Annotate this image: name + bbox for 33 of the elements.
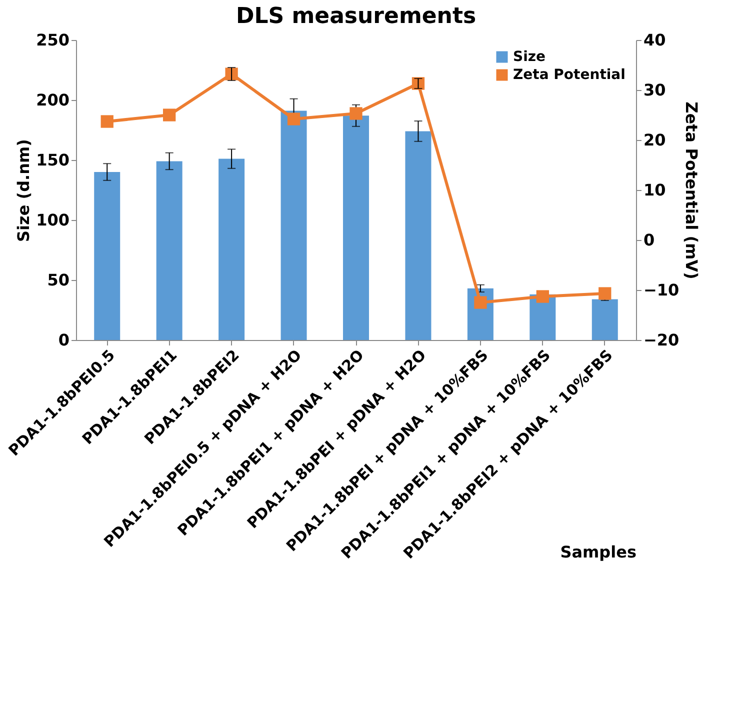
y2-tick-label: −10: [644, 280, 680, 300]
bar: [280, 110, 307, 340]
y-tick-label: 50: [47, 270, 70, 290]
y2-tick-label: 0: [644, 230, 655, 250]
point: [287, 112, 300, 126]
bar: [405, 131, 432, 340]
y-tick-label: 200: [36, 90, 70, 110]
point: [474, 296, 487, 309]
y2-tick-label: 10: [644, 180, 666, 200]
legend-label: Zeta Potential: [513, 67, 626, 83]
point: [350, 107, 362, 120]
chart-title: DLS measurements: [236, 4, 476, 29]
bar: [218, 158, 245, 340]
y-tick-label: 100: [36, 210, 70, 230]
y2-tick-label: 40: [644, 30, 666, 50]
y-tick-label: 250: [36, 30, 70, 50]
point: [536, 290, 549, 303]
point: [100, 115, 114, 128]
point: [163, 108, 176, 122]
y2-tick-label: −20: [644, 330, 680, 350]
bar: [592, 299, 618, 340]
x-axis-title: Samples: [560, 542, 636, 562]
y2-axis-title: Zeta Potential (mV): [682, 102, 702, 280]
bar: [343, 116, 369, 340]
bar: [94, 172, 120, 340]
bar: [156, 161, 182, 340]
legend-label: Size: [513, 49, 546, 65]
y-tick-label: 150: [36, 150, 70, 170]
y2-tick-label: 30: [644, 80, 666, 100]
y2-tick-label: 20: [644, 130, 666, 150]
point: [598, 287, 612, 300]
y-axis-title: Size (d.nm): [14, 139, 34, 242]
y-tick-label: 0: [58, 330, 70, 350]
